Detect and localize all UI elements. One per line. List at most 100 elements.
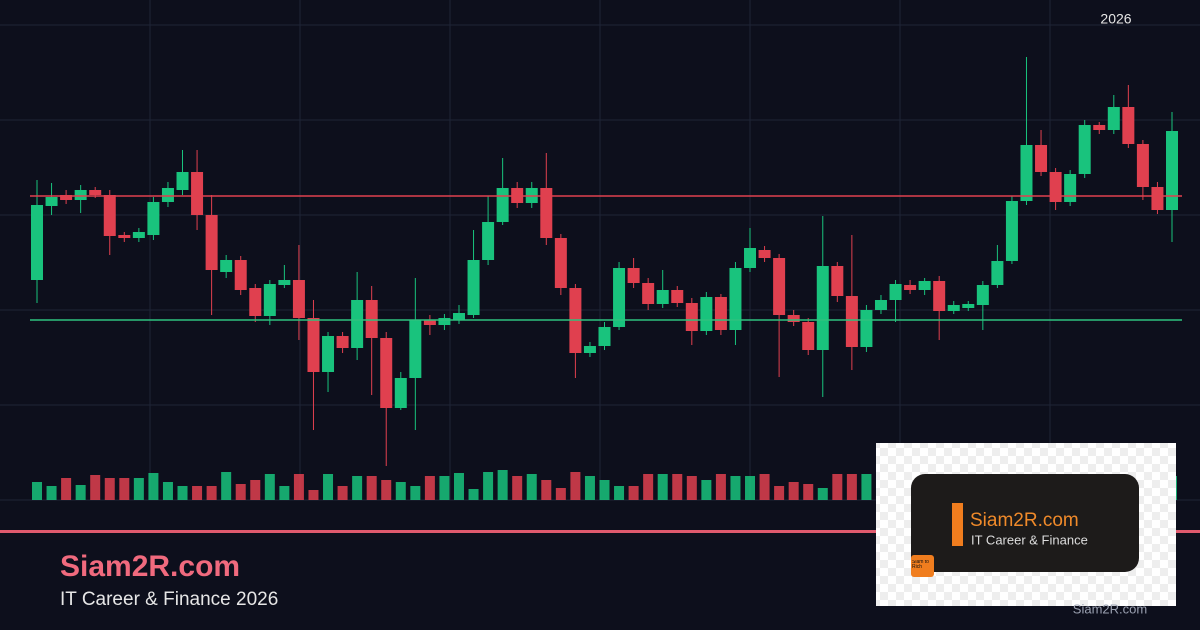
- volume-bar: [643, 474, 654, 500]
- volume-bar: [497, 470, 508, 500]
- volume-bar: [745, 476, 756, 500]
- candle-body: [1136, 144, 1149, 187]
- volume-bar: [803, 484, 814, 500]
- badge-logo: [911, 555, 934, 577]
- volume-bar: [133, 478, 144, 500]
- year-label: 2026: [1100, 11, 1131, 27]
- volume-bar: [861, 474, 872, 500]
- candle-body: [613, 268, 626, 327]
- badge: [911, 474, 1139, 572]
- candle-body: [1166, 131, 1178, 210]
- candle-body: [74, 190, 87, 200]
- volume-bar: [90, 475, 101, 500]
- volume-bar: [439, 476, 450, 500]
- candle-body: [234, 260, 247, 290]
- candle-body: [263, 284, 276, 316]
- volume-bar: [774, 486, 785, 500]
- volume-bar: [352, 476, 363, 500]
- volume-bar: [162, 482, 173, 500]
- volume-bar: [206, 486, 217, 500]
- volume-bar: [221, 472, 232, 500]
- candle-body: [89, 190, 102, 195]
- volume-bar: [381, 480, 392, 500]
- candle-body: [744, 248, 757, 268]
- candle-body: [132, 232, 145, 238]
- brand-subtitle: IT Career & Finance 2026: [60, 589, 278, 610]
- volume-bar: [846, 474, 857, 500]
- candle-body: [598, 327, 611, 346]
- volume-bar: [468, 489, 479, 500]
- candle-body: [31, 205, 43, 280]
- candle-body: [889, 284, 902, 300]
- candle-body: [1151, 187, 1164, 210]
- candle-body: [322, 336, 335, 372]
- volume-bar: [279, 486, 290, 500]
- candle-body: [1005, 201, 1018, 261]
- candle-body: [103, 195, 116, 236]
- candle-body: [60, 195, 73, 200]
- candle-body: [991, 261, 1004, 285]
- volume-bar: [250, 480, 261, 500]
- candle-body: [933, 281, 946, 311]
- candle-body: [962, 304, 975, 308]
- candle-body: [1093, 125, 1106, 130]
- candle-body: [729, 268, 742, 330]
- candle-body: [845, 296, 858, 347]
- candle-body: [307, 318, 320, 372]
- volume-bar: [177, 486, 188, 500]
- badge-accent: [952, 503, 963, 546]
- volume-bar: [323, 474, 334, 500]
- volume-bar: [366, 476, 377, 500]
- volume-bar: [541, 480, 552, 500]
- volume-bar: [293, 474, 304, 500]
- candle-body: [831, 266, 844, 296]
- candle-body: [467, 260, 480, 315]
- candle-body: [554, 238, 567, 288]
- candle-body: [1035, 145, 1048, 172]
- volume-bar: [512, 476, 523, 500]
- candle-body: [1122, 107, 1135, 144]
- candle-body: [773, 258, 786, 315]
- candle-body: [656, 290, 669, 304]
- candle-body: [161, 188, 174, 202]
- volume-bar: [628, 486, 639, 500]
- plot: [30, 57, 1182, 500]
- candle-body: [787, 315, 800, 322]
- watermark: Siam2R.com: [1073, 601, 1147, 616]
- volume-bar: [264, 474, 275, 500]
- candle-body: [904, 285, 917, 290]
- volume-bar: [148, 473, 159, 500]
- volume-bar: [46, 486, 57, 500]
- candle-body: [438, 318, 451, 325]
- volume-bar: [119, 478, 130, 500]
- volume-bar: [235, 484, 246, 500]
- candle-body: [45, 197, 58, 206]
- volume-bar: [672, 474, 683, 500]
- candle-body: [409, 320, 422, 378]
- badge-logo-box: Siam to Rich: [912, 560, 929, 570]
- volume-bar: [395, 482, 406, 500]
- candle-body: [976, 285, 989, 305]
- volume-bar: [701, 480, 712, 500]
- candle-body: [947, 305, 960, 311]
- volume-bar: [614, 486, 625, 500]
- candle-body: [220, 260, 233, 272]
- candle-body: [191, 172, 204, 215]
- badge-logo-text: Siam to Rich: [912, 560, 929, 570]
- volume-bar: [410, 486, 421, 500]
- candle-body: [918, 281, 931, 290]
- volume-bar: [715, 474, 726, 500]
- candle-body: [642, 283, 655, 304]
- volume-bar: [424, 476, 435, 500]
- candle-body: [758, 250, 771, 258]
- candle-body: [1064, 174, 1077, 202]
- candle-body: [874, 300, 887, 310]
- candle-body: [540, 188, 553, 238]
- candle-body: [351, 300, 364, 348]
- candle-body: [1049, 172, 1062, 202]
- candle-body: [380, 338, 393, 408]
- volume-bar: [453, 473, 464, 500]
- candle-body: [496, 188, 509, 222]
